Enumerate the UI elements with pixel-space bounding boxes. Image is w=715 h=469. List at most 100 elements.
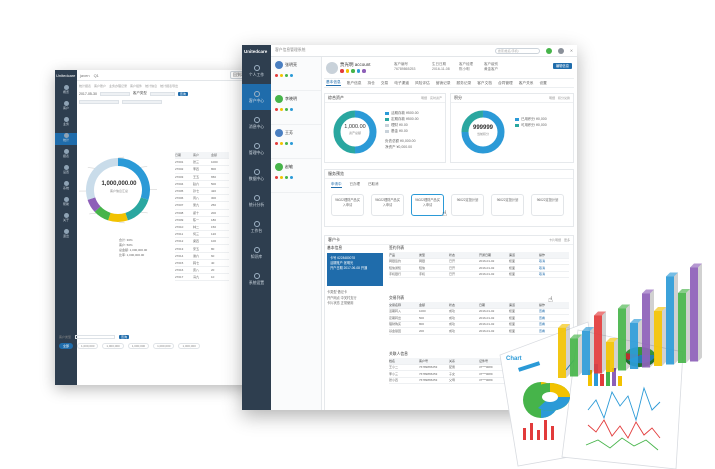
sidebar-item[interactable]: 管理中心 [242, 136, 271, 162]
report-tab[interactable]: 客户组件 [130, 84, 143, 88]
report-chip[interactable]: 1,000,000 [153, 343, 175, 349]
report-nav-item[interactable]: 关于 [55, 213, 77, 225]
table-action-link[interactable]: 查看 [539, 328, 546, 333]
report-chip[interactable]: 1,000,000 [178, 343, 200, 349]
tab-item[interactable]: 设置 [539, 80, 547, 85]
services-tab[interactable]: 申请中 [331, 182, 342, 188]
search-input[interactable]: 搜索(姓名/手机) [494, 47, 540, 54]
report-chip[interactable]: 全部 [59, 343, 74, 349]
tab-item[interactable]: 客户文档 [477, 80, 492, 85]
sidebar-item[interactable]: 客户中心 [242, 84, 271, 110]
customer-card-more-link[interactable]: 更多 [563, 238, 570, 242]
table-row[interactable]: 网银签约 网银 已开 2016-01-02 柜面 取消 [389, 259, 569, 265]
sidebar-item[interactable]: 工作台 [242, 214, 271, 240]
table-action-link[interactable]: 取消 [539, 272, 546, 277]
report-nav-item[interactable]: 业务 [55, 117, 77, 129]
table-row[interactable]: 27013 宋五 80 [175, 245, 229, 253]
points-exchange-link[interactable]: 积分兑换 [557, 96, 570, 100]
report-nav-item[interactable]: 统计 [55, 133, 77, 145]
table-row[interactable]: 27012 梁四 100 [175, 238, 229, 246]
sidebar-item[interactable]: 个人工作 [242, 58, 271, 84]
table-row[interactable]: 27004 赵六 500 [175, 181, 229, 188]
report-user[interactable]: javen [80, 72, 90, 78]
table-action-link[interactable]: 查看 [539, 315, 546, 320]
service-card[interactable]: 96022定投计划 [531, 194, 564, 216]
contact-item[interactable]: 赵敏 [271, 159, 321, 193]
sidebar-item[interactable]: 系统设置 [242, 266, 271, 292]
report-tab[interactable]: 统计信息 [145, 84, 158, 88]
sidebar-item[interactable]: 消息中心 [242, 110, 271, 136]
report-filter-date[interactable]: 2017-05-30 [79, 91, 97, 96]
close-icon[interactable]: ✕ [569, 49, 573, 53]
report-chip[interactable]: 1,000,000 [77, 343, 99, 349]
service-card[interactable]: 96022定投计划 [451, 194, 484, 216]
table-action-link[interactable]: 取消 [539, 259, 546, 264]
report-filter-input[interactable] [99, 91, 130, 96]
table-row[interactable]: 理财购买 800 成功 2016-01-02 柜面 查看 [389, 322, 569, 328]
sidebar-item[interactable]: 统计分析 [242, 188, 271, 214]
table-row[interactable]: 短信通知 短信 已开 2016-01-02 柜面 取消 [389, 265, 569, 272]
table-row[interactable]: 基金赎回 200 成功 2016-01-02 柜面 查看 [389, 328, 569, 335]
tab-item[interactable]: 基本信息 [326, 80, 341, 86]
table-row[interactable]: 27016 唐八 20 [175, 267, 229, 275]
user-avatar-icon[interactable] [557, 47, 564, 54]
report-tab[interactable]: 业务办理记录 [109, 84, 128, 88]
tab-item[interactable]: 合同管理 [498, 80, 513, 85]
report-tab[interactable]: 客户账户 [94, 84, 107, 88]
assets-realtime-link[interactable]: 实时资产 [429, 96, 442, 100]
report-filter-select[interactable] [149, 91, 175, 96]
report-nav-item[interactable]: 客户 [55, 101, 77, 113]
service-card[interactable]: 96022理财产品买入申请 [411, 194, 444, 216]
contact-item[interactable]: 张明亮 [271, 57, 321, 91]
customer-card-detail-link[interactable]: 卡片明细 [548, 238, 561, 242]
table-row[interactable]: 27003 王五 650 [175, 174, 229, 181]
table-row[interactable]: 活期转入 1000 成功 2016-01-02 柜面 查看 [389, 309, 569, 315]
assets-detail-link[interactable]: 明细 [420, 96, 427, 100]
wechat-icon[interactable] [545, 47, 552, 54]
table-row[interactable]: 27011 何三 120 [175, 231, 229, 239]
tab-item[interactable]: 风险评估 [415, 80, 430, 85]
contact-item[interactable]: 李晓明 [271, 91, 321, 125]
table-row[interactable]: 27014 谢六 60 [175, 253, 229, 260]
service-card[interactable]: 96022理财产品买入申请 [331, 194, 364, 216]
table-action-link[interactable]: 取消 [539, 265, 546, 270]
services-tab[interactable]: 已取消 [368, 182, 379, 186]
report-nav-item[interactable]: 概览 [55, 85, 77, 97]
tab-item[interactable]: 营销记录 [435, 80, 451, 85]
report-nav-item[interactable]: 系统 [55, 181, 77, 193]
report-chip[interactable]: 1,000,000 [102, 343, 124, 349]
service-card[interactable]: 96022定投计划 [491, 194, 524, 216]
contact-item[interactable]: 王芳 [271, 125, 321, 159]
report-nav-item[interactable]: 报表 [55, 149, 77, 161]
table-row[interactable]: 手机银行 手机 已开 2016-01-02 柜面 取消 [389, 272, 569, 278]
tab-item[interactable]: 电子渠道 [394, 80, 409, 85]
report-nav-item[interactable]: 设置 [55, 165, 77, 177]
sidebar-item[interactable]: 数据中心 [242, 162, 271, 188]
bank-card[interactable]: 卡号 6228480078 活期账户 张明光 开户日期 2017-06-08 开通 [327, 253, 383, 286]
tab-item[interactable]: 服务记录 [456, 80, 472, 85]
tab-item[interactable]: 客户关系 [518, 80, 534, 85]
points-detail-link[interactable]: 明细 [548, 96, 555, 100]
table-action-link[interactable]: 查看 [539, 322, 546, 327]
tab-item[interactable]: 交易 [380, 80, 389, 85]
table-row[interactable]: 27005 孙七 420 [175, 188, 229, 196]
report-filter-input-2[interactable] [79, 99, 119, 104]
tab-item[interactable]: 持仓 [367, 80, 375, 85]
report-chip[interactable]: 1,000,000 [127, 343, 150, 349]
table-row[interactable]: 27017 冯九 10 [175, 274, 229, 282]
table-row[interactable]: 27007 吴九 250 [175, 202, 229, 210]
table-row[interactable]: 27008 郑十 200 [175, 210, 229, 217]
report-tab[interactable]: 统计报表 [79, 84, 92, 88]
tab-item[interactable]: 账户信息 [346, 80, 362, 85]
edit-profile-button[interactable]: 编辑信息 [552, 63, 572, 69]
table-row[interactable]: 27001 张三 1000 [175, 159, 229, 167]
report-nav-item[interactable]: 退出 [55, 229, 77, 241]
table-row[interactable]: 27009 陈一 180 [175, 217, 229, 224]
table-row[interactable]: 27015 韩七 40 [175, 260, 229, 267]
services-tab[interactable]: 已办理 [349, 182, 361, 186]
service-card[interactable]: 96022理财产品买入申请 [371, 194, 404, 216]
report-bottom-button[interactable]: 查询 [119, 335, 130, 339]
table-row[interactable]: 定期转出 500 成功 2016-01-02 柜面 查看 [389, 315, 569, 322]
table-row[interactable]: 27006 周八 300 [175, 195, 229, 203]
report-tab[interactable]: 统计报表导出 [160, 84, 179, 88]
